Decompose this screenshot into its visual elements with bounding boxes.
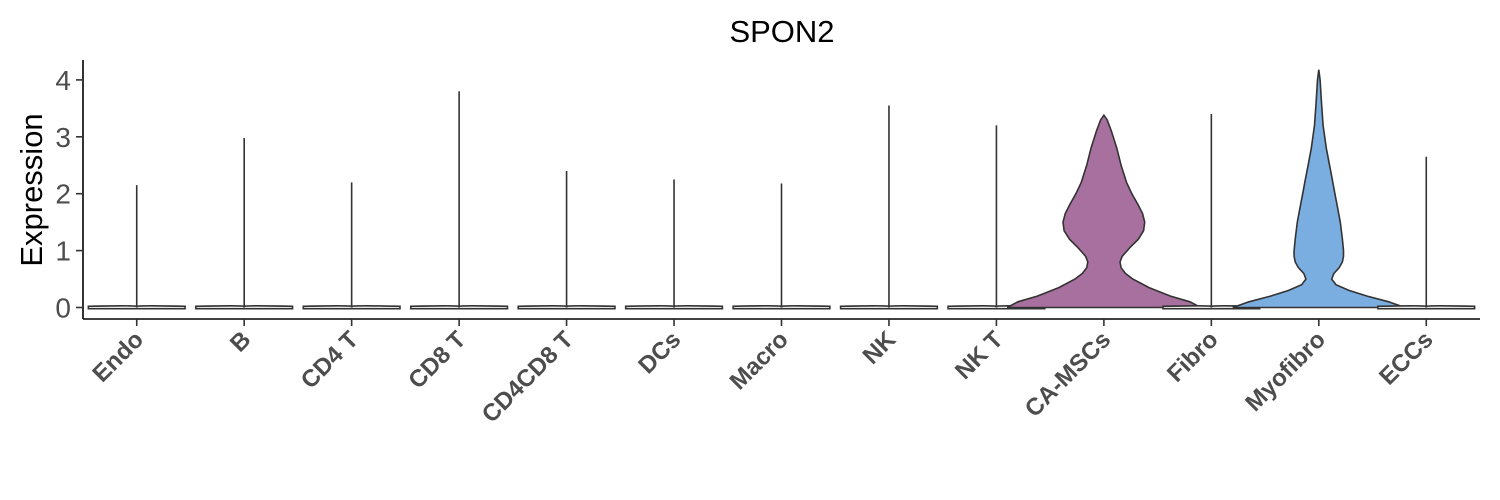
violin-cd8-t <box>409 91 509 310</box>
y-tick-label: 2 <box>55 179 71 210</box>
x-tick-label: NK T <box>950 326 1009 385</box>
violin-fibro <box>1162 114 1261 310</box>
y-tick-label: 1 <box>55 236 71 267</box>
x-tick-label: CD4CD8 T <box>477 326 579 428</box>
x-tick-label: DCs <box>633 326 686 379</box>
violin-nk <box>839 105 939 310</box>
y-axis-label: Expression <box>14 113 49 266</box>
violin-ca-mscs <box>1006 113 1201 309</box>
violin-nk-t <box>947 125 1046 310</box>
x-tick-label: CA-MSCs <box>1020 326 1116 422</box>
violin-endo <box>87 185 186 310</box>
x-tick-label: CD8 T <box>403 326 471 394</box>
x-tick-label: B <box>225 326 256 357</box>
y-tick-label: 3 <box>55 122 71 153</box>
y-axis: 0 1 2 3 4 <box>55 60 84 324</box>
violin-myofibro <box>1232 69 1406 309</box>
y-tick-label: 4 <box>55 65 71 96</box>
violin-dcs <box>624 179 724 310</box>
x-tick-label: Endo <box>87 326 149 388</box>
x-tick-label: CD4 T <box>296 326 364 394</box>
violin-macro <box>732 183 831 310</box>
y-tick-label: 0 <box>55 293 71 324</box>
x-tick-label: Myofibro <box>1240 326 1331 417</box>
x-tick-label: Fibro <box>1162 326 1224 388</box>
x-tick-label: NK <box>858 326 902 370</box>
violin-b <box>195 137 294 310</box>
x-axis: Endo B CD4 T CD8 T CD4CD8 T DCs Macro NK NK T CA-… <box>83 318 1480 428</box>
violin-cd4cd8-t <box>517 170 616 310</box>
x-tick-label: Macro <box>725 326 794 395</box>
violin-cd4-t <box>302 182 401 310</box>
violin-eccs <box>1377 156 1476 310</box>
x-tick-label: ECCs <box>1374 326 1438 390</box>
violin-layer <box>87 69 1476 310</box>
chart-title: SPON2 <box>729 14 834 49</box>
